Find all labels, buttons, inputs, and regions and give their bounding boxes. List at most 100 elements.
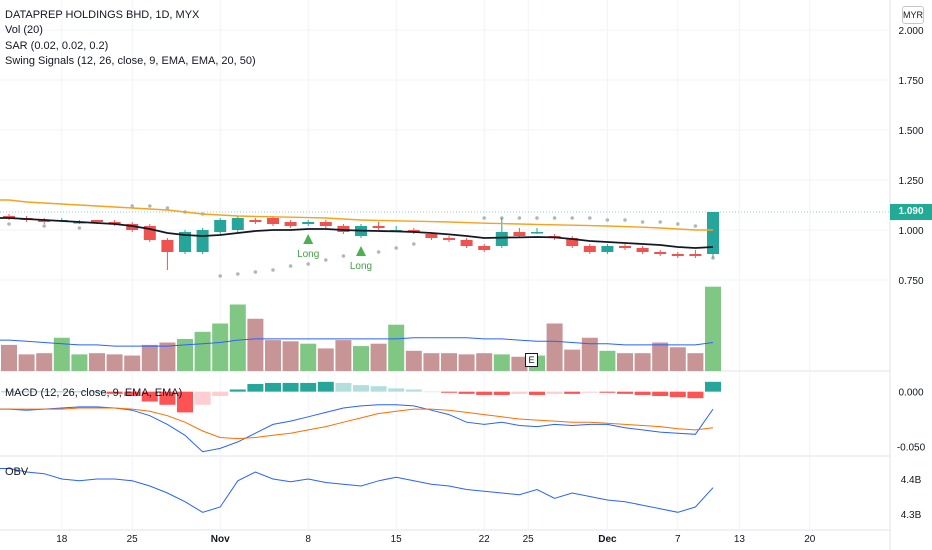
macd-histogram-bar [317, 381, 334, 392]
currency-button[interactable]: MYR [902, 6, 924, 24]
volume-bar [423, 353, 440, 371]
swing-signals: Long Long [297, 234, 372, 272]
sar-dot [288, 264, 293, 268]
volume-bar [546, 323, 563, 371]
volume-bar [634, 353, 651, 371]
sar-dot [552, 216, 557, 220]
sar-dot [7, 222, 11, 226]
macd-tick-label: 0.000 [898, 388, 923, 399]
earnings-marker[interactable]: E [525, 353, 538, 367]
macd-histogram-bar [564, 391, 581, 394]
macd-histogram-bar [89, 391, 105, 393]
volume-bar [282, 341, 299, 371]
volume-bar [53, 337, 70, 371]
time-tick-label: 18 [56, 534, 68, 545]
candle-body [302, 222, 315, 224]
macd-histogram-bar [493, 391, 510, 395]
volume-bar [617, 353, 633, 371]
candle-body [583, 246, 596, 252]
macd-histogram-bar [511, 391, 528, 394]
macd-histogram-bar [247, 384, 264, 392]
time-axis[interactable]: 18 25 Nov 8 15 22 25 Dec 7 13 20 [56, 534, 816, 545]
macd-histogram-bar [546, 391, 563, 394]
macd-legend[interactable]: MACD (12, 26, close, 9, EMA, EMA) [5, 387, 183, 399]
price-tick-label: 1.000 [898, 226, 923, 237]
sar-dot [640, 220, 645, 224]
candle-body [179, 232, 191, 252]
macd-histogram-bar [705, 381, 721, 392]
obv-legend[interactable]: OBV [5, 466, 29, 478]
long-signal-label: Long [350, 261, 372, 272]
obv-pane [0, 468, 714, 513]
volume-bar [317, 348, 334, 371]
ema-long-line [0, 199, 713, 231]
price-axis[interactable]: 2.000 1.750 1.500 1.250 1.000 0.750 0.000 -0.05… [897, 26, 926, 521]
sar-dot [693, 224, 698, 228]
sar-dot [253, 270, 258, 274]
symbol-title[interactable]: DATAPREP HOLDINGS BHD, 1D, MYX [5, 9, 200, 21]
sar-dot [570, 216, 574, 220]
volume-bar [687, 353, 704, 371]
macd-histogram-bar [265, 382, 281, 392]
price-tick-label: 1.500 [898, 126, 923, 137]
ema-short-line [0, 217, 714, 249]
volume-bar [353, 346, 369, 371]
swing-legend[interactable]: Swing Signals (12, 26, close, 9, EMA, EM… [5, 55, 256, 67]
volume-bar [177, 338, 193, 371]
volume-bar [124, 355, 141, 371]
candle-body [566, 238, 579, 246]
sar-dot [306, 262, 311, 266]
macd-histogram-bar [669, 391, 686, 398]
long-signal-label: Long [297, 249, 319, 260]
candle-body [531, 232, 543, 234]
sar-legend[interactable]: SAR (0.02, 0.02, 0.2) [5, 40, 109, 52]
macd-histogram-bar [423, 391, 440, 393]
macd-histogram-bar [353, 385, 369, 392]
candle-body [601, 246, 614, 252]
time-tick-label: 15 [391, 534, 403, 545]
sar-dots [7, 204, 715, 278]
macd-histogram-bar [335, 382, 352, 392]
vol-legend[interactable]: Vol (20) [5, 24, 43, 36]
candle-body [319, 222, 332, 226]
volume-bar [564, 349, 581, 371]
candle-body [214, 220, 227, 232]
sar-dot [482, 216, 487, 220]
time-tick-label: 25 [127, 534, 139, 545]
candle-body [636, 248, 649, 252]
candle-body [495, 232, 508, 246]
volume-bar [441, 353, 457, 371]
volume-bar [370, 343, 387, 371]
volume-bar [1, 344, 17, 371]
price-tick-label: 1.250 [898, 176, 923, 187]
macd-histogram-bar [476, 391, 493, 395]
macd-histogram-bar [617, 391, 633, 394]
macd-histogram-bar [687, 391, 704, 399]
candle-body [619, 246, 631, 248]
macd-histogram-bar [1, 391, 17, 393]
candle-body [425, 234, 438, 238]
time-tick-label: 7 [675, 534, 681, 545]
long-signal-arrow [303, 234, 314, 244]
price-tick-label: 1.750 [898, 76, 923, 87]
volume-bar [511, 356, 528, 371]
sar-dot [165, 206, 170, 210]
sar-dot [324, 258, 328, 262]
candle-body [231, 218, 244, 230]
sar-dot [148, 204, 152, 208]
sar-dot [271, 268, 275, 272]
macd-pane [0, 381, 721, 453]
volume-bar [247, 318, 264, 371]
macd-histogram-bar [124, 391, 141, 397]
macd-histogram-bar [212, 391, 229, 397]
macd-histogram-bar [370, 386, 387, 392]
macd-histogram-bar [71, 391, 88, 393]
sar-dot [412, 242, 416, 246]
macd-line [0, 404, 714, 453]
macd-histogram-bar [141, 391, 158, 402]
volume-bar [229, 304, 246, 371]
sar-dot [218, 274, 222, 278]
macd-tick-label: -0.050 [897, 442, 926, 453]
sar-dot [77, 226, 82, 230]
